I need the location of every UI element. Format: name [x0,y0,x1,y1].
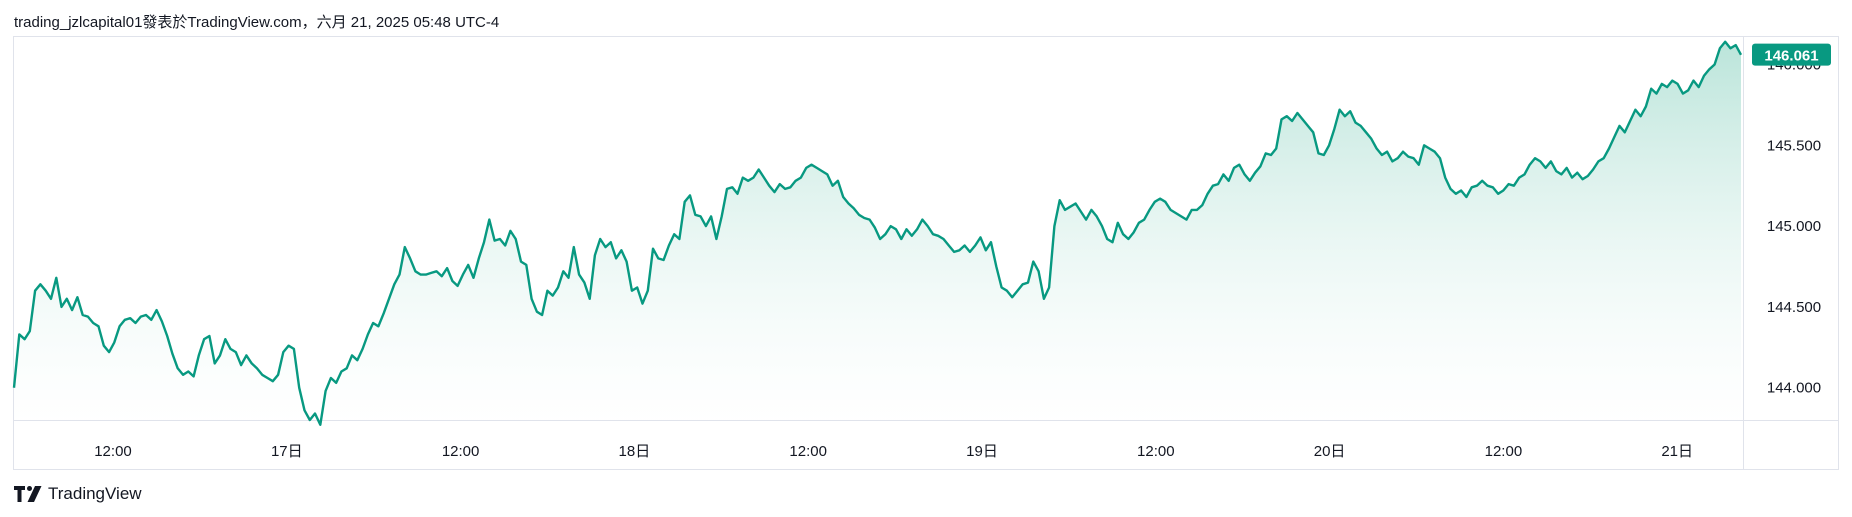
chart-caption: trading_jzlcapital01發表於TradingView.com，六… [14,14,500,31]
x-tick-label: 19日 [966,443,998,460]
footer-logo[interactable]: TradingView [14,484,142,504]
series-area [14,41,1741,425]
x-tick-label: 12:00 [1137,443,1175,460]
y-tick-label: 145.500 [1767,137,1821,154]
last-price-badge [1752,43,1831,66]
x-tick-label: 12:00 [1485,443,1523,460]
x-tick-label: 12:00 [94,443,132,460]
tradingview-logo-icon [14,486,42,502]
last-price-label: 146.061 [1764,48,1818,65]
series-line [12,40,1743,426]
y-tick-label: 145.000 [1767,218,1821,235]
y-tick-label: 144.000 [1767,380,1821,397]
footer-brand: TradingView [48,484,142,503]
x-tick-label: 12:00 [442,443,480,460]
x-tick-label: 17日 [271,443,303,460]
y-tick-label: 144.500 [1767,299,1821,316]
x-tick-label: 18日 [619,443,651,460]
x-tick-label: 12:00 [789,443,827,460]
x-tick-label: 21日 [1661,443,1693,460]
x-tick-label: 20日 [1314,443,1346,460]
